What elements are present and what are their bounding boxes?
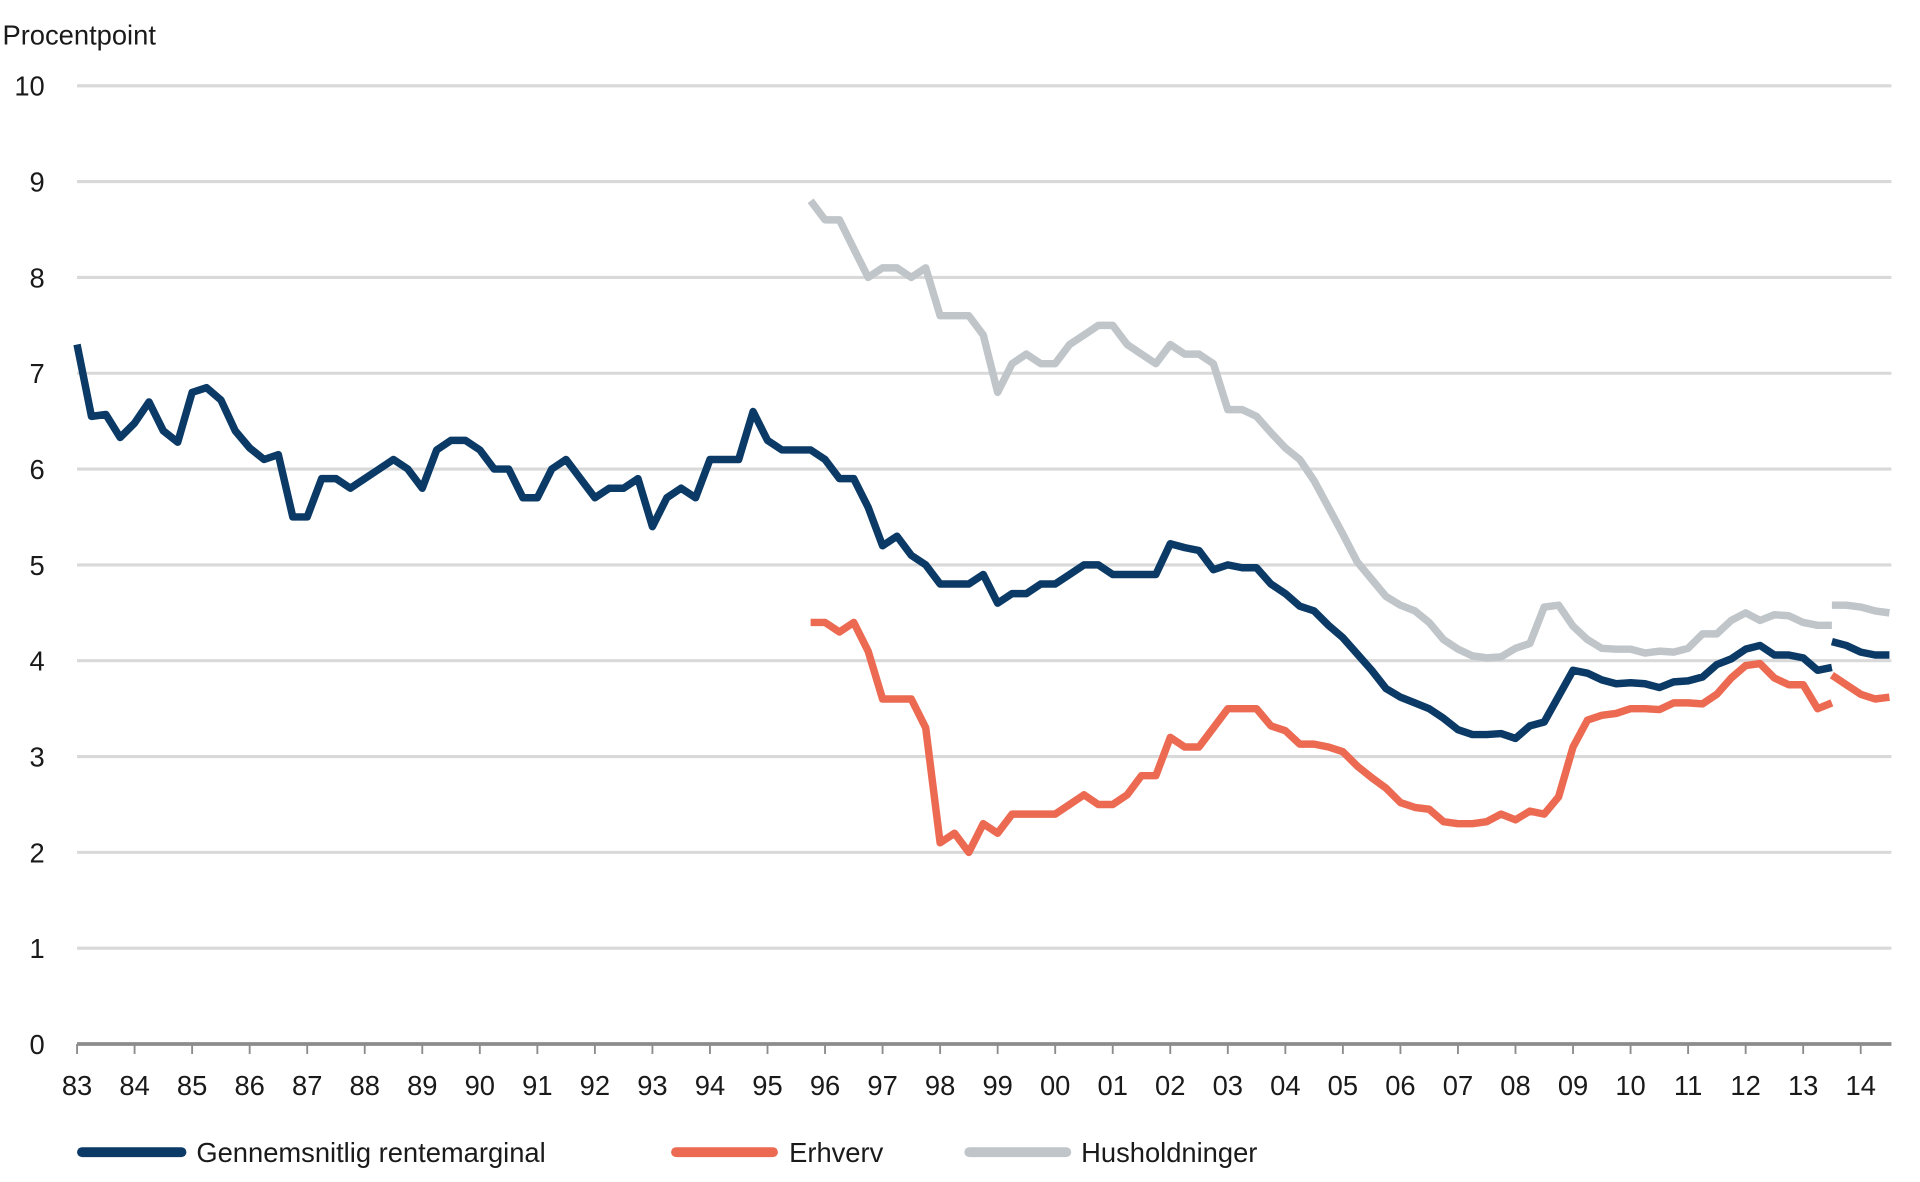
legend-label: Gennemsnitlig rentemarginal: [196, 1137, 545, 1168]
series-line-gennemsnitlig-rentemarginal: [73, 343, 1833, 743]
x-tick-label: 88: [350, 1070, 380, 1101]
y-tick-label: 8: [30, 262, 45, 293]
x-tick-label: 92: [580, 1070, 610, 1101]
x-tick-label: 00: [1040, 1070, 1070, 1101]
x-tick-label: 13: [1788, 1070, 1818, 1101]
x-tick-label: 09: [1558, 1070, 1588, 1101]
x-tick-label: 90: [465, 1070, 495, 1101]
x-tick-label: 83: [62, 1070, 92, 1101]
x-tick-label: 11: [1674, 1070, 1702, 1101]
x-tick-label: 01: [1098, 1070, 1128, 1101]
x-tick-label: 93: [637, 1070, 667, 1101]
gridlines: [77, 84, 1892, 950]
x-axis: 83 84 85 86 87 88 89 90 91 92 93 94 95 96 97 98 99 00 01 02…: [62, 1042, 1892, 1101]
legend-label: Erhverv: [789, 1137, 883, 1168]
y-tick-label: 6: [30, 454, 45, 485]
x-tick-label: 85: [177, 1070, 207, 1101]
y-tick-labels: 0 1 2 3 4 5 6 7 8 9 10: [14, 71, 44, 1060]
x-tick-label: 10: [1615, 1070, 1645, 1101]
series-line-erhverv: [810, 618, 1834, 857]
y-tick-label: 0: [30, 1029, 45, 1060]
x-tick-label: 89: [407, 1070, 437, 1101]
y-tick-label: 2: [30, 837, 45, 868]
x-tick-label: 96: [810, 1070, 840, 1101]
series-line-husholdninger: [1831, 601, 1890, 617]
series-line-husholdninger: [807, 198, 1832, 662]
y-tick-label: 7: [30, 358, 45, 389]
x-tick-label: 86: [234, 1070, 264, 1101]
x-tick-label: 07: [1443, 1070, 1473, 1101]
x-tick-label: 84: [119, 1070, 149, 1101]
legend-label: Husholdninger: [1081, 1137, 1257, 1168]
y-tick-label: 10: [14, 71, 44, 102]
x-tick-label: 06: [1385, 1070, 1415, 1101]
x-tick-label: 97: [867, 1070, 897, 1101]
x-tick-label: 99: [982, 1070, 1012, 1101]
x-tick-label: 02: [1155, 1070, 1185, 1101]
x-tick-label: 08: [1500, 1070, 1530, 1101]
legend: Gennemsnitlig rentemarginal Erhverv Hushol…: [77, 1137, 1257, 1168]
x-tick-label: 12: [1730, 1070, 1760, 1101]
x-tick-label: 95: [752, 1070, 782, 1101]
x-tick-label: 94: [695, 1070, 725, 1101]
x-tick-label: 04: [1270, 1070, 1300, 1101]
y-tick-label: 3: [30, 741, 45, 772]
x-tick-label: 05: [1328, 1070, 1358, 1101]
series-line-gennemsnitlig-rentemarginal: [1830, 637, 1890, 659]
x-tick-label: 14: [1846, 1070, 1876, 1101]
y-tick-label: 1: [30, 933, 45, 964]
x-tick-label: 87: [292, 1070, 322, 1101]
x-tick-label: 03: [1213, 1070, 1243, 1101]
series-line-erhverv: [1829, 672, 1890, 703]
series-lines: [73, 198, 1890, 857]
y-tick-label: 9: [30, 167, 45, 198]
y-tick-label: 4: [30, 646, 45, 677]
y-tick-label: 5: [30, 550, 45, 581]
x-tick-label: 91: [522, 1070, 552, 1101]
y-axis-label: Procentpoint: [2, 20, 156, 51]
x-tick-label: 98: [925, 1070, 955, 1101]
